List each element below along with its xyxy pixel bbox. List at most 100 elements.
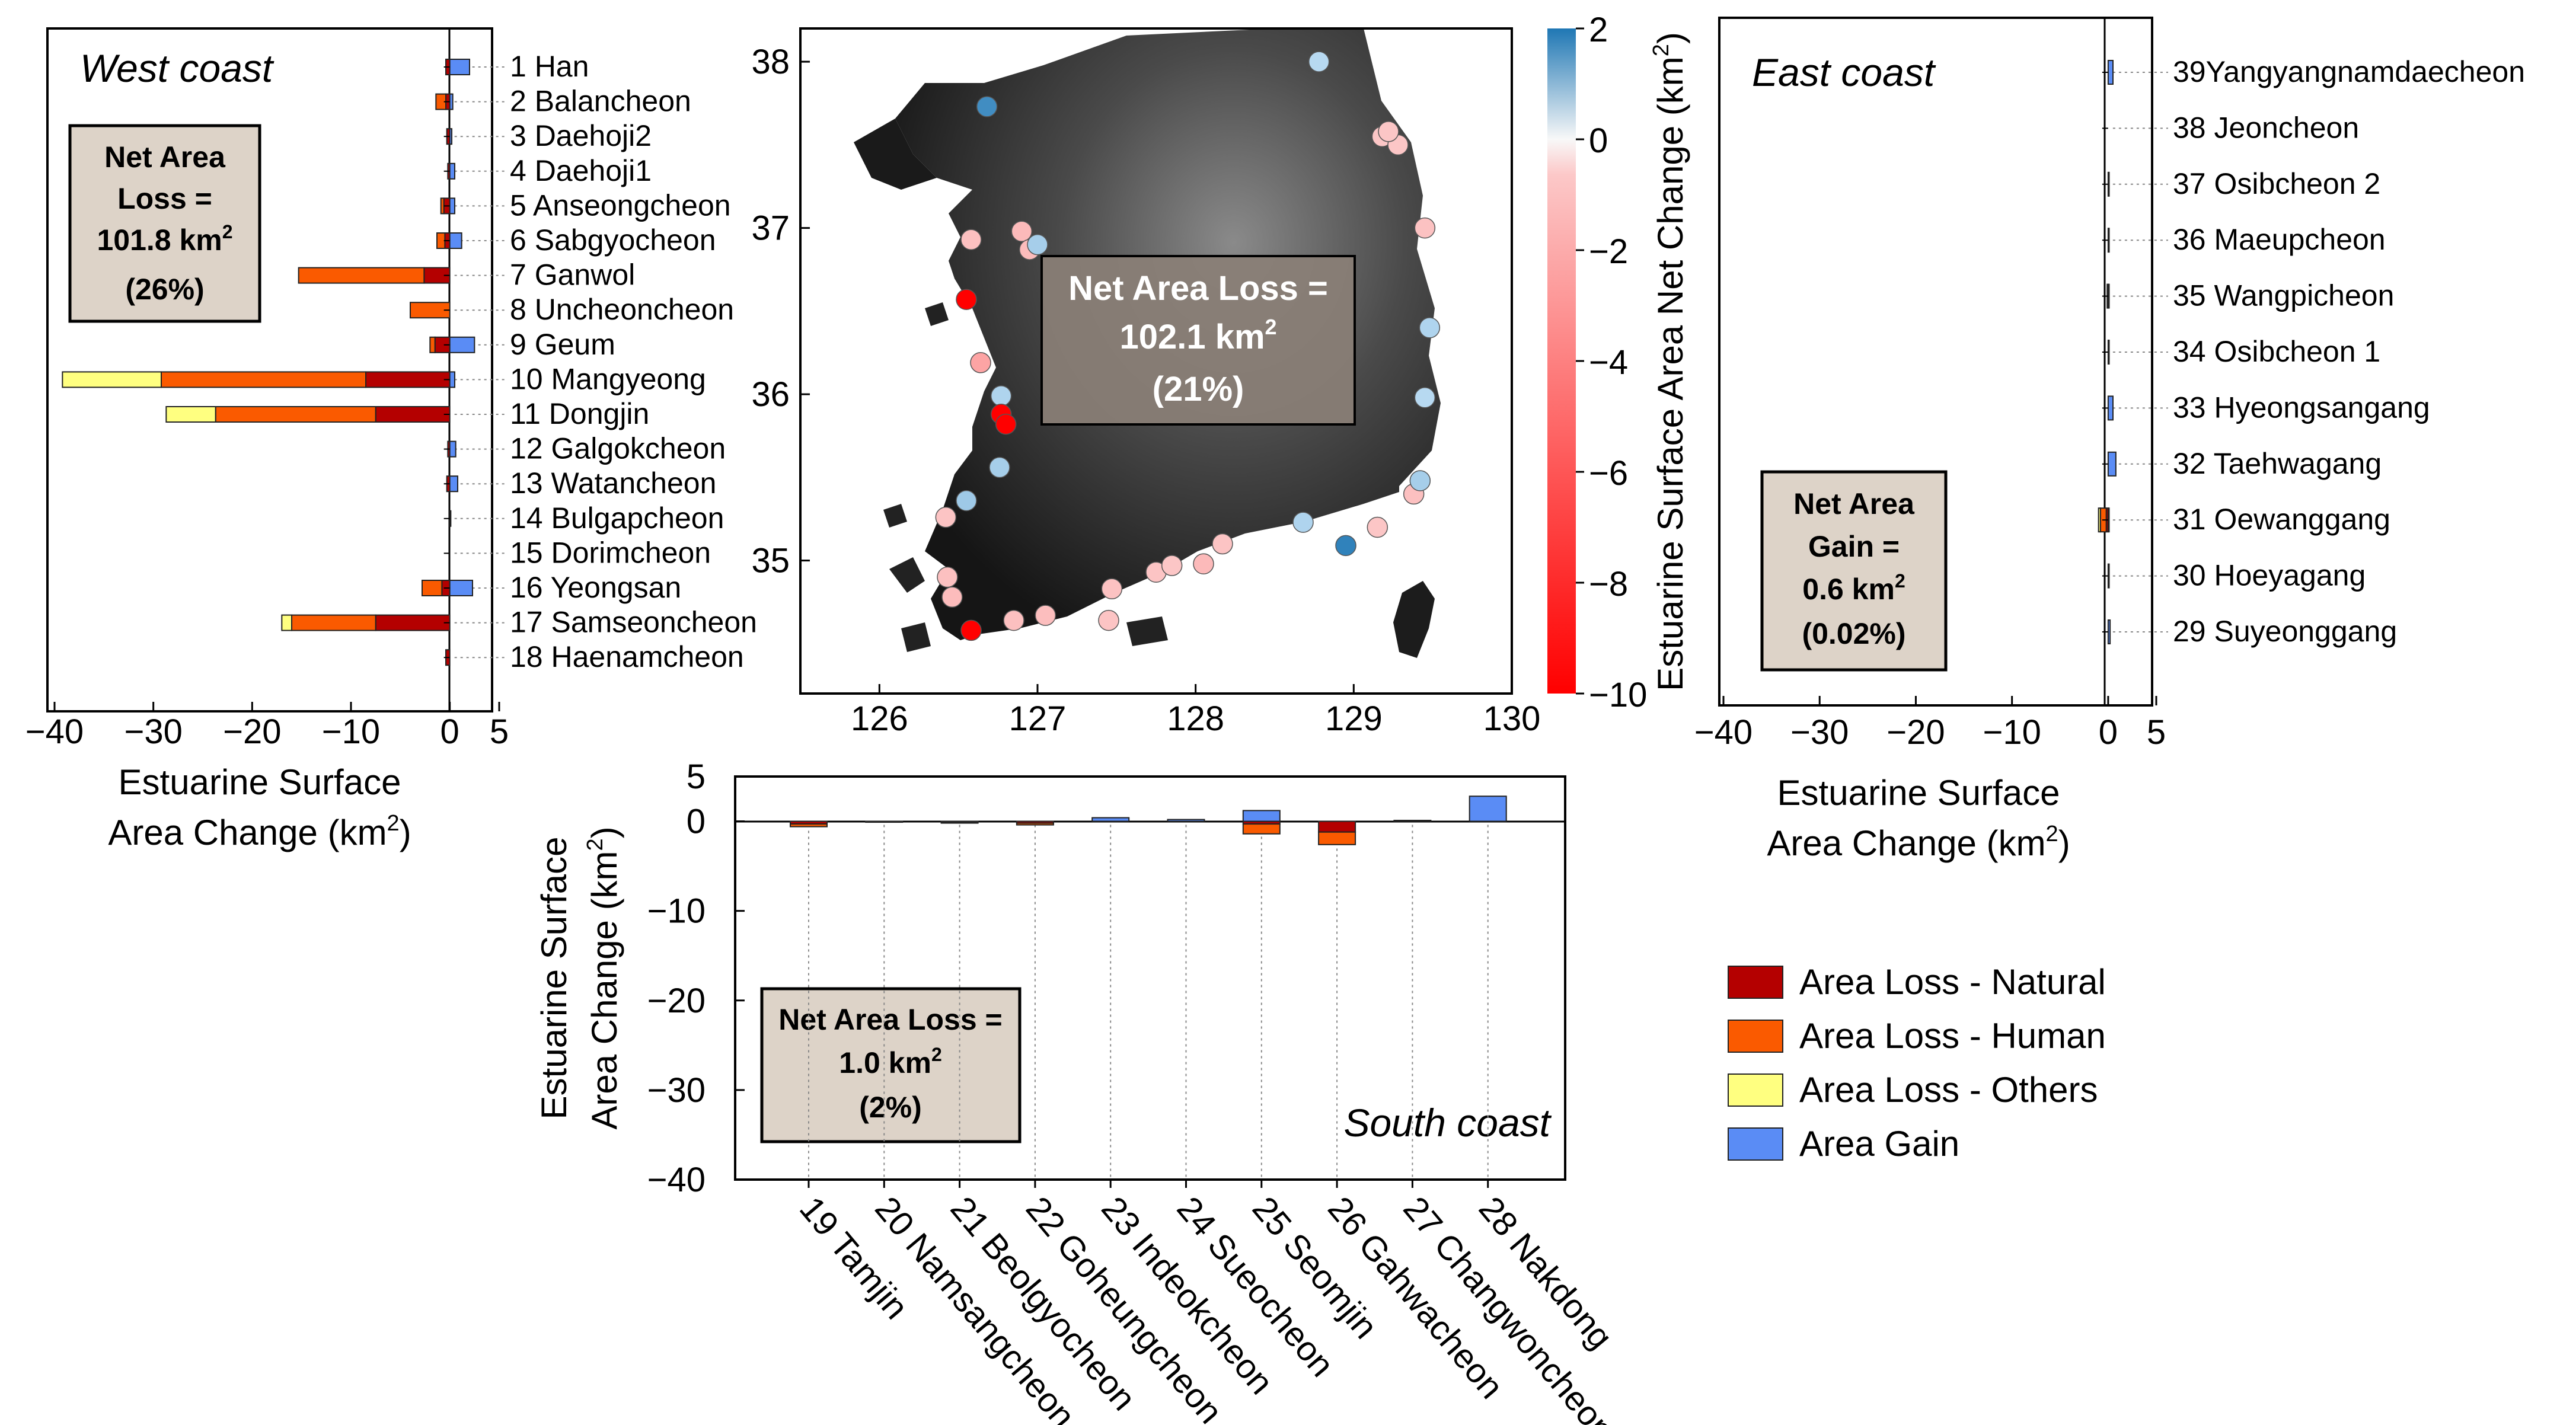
south-bar-23-indeokcheon-area-gain [1091,817,1130,822]
east-label-32-taehwagang: 32 Taehwagang [2173,447,2382,480]
west-label-16-yeongsan: 16 Yeongsan [510,571,681,604]
east-box-value: 0.6 km [1802,573,1895,606]
east-bar-30-hoeyagang-area-gain [2107,563,2110,589]
colorbar [1547,28,1576,694]
west-label-10-mangyeong: 10 Mangyeong [510,362,706,395]
south-coast-chart: South coast Net Area Loss = 1.0 km2 (2%)… [534,758,1622,1425]
island-5 [925,302,949,326]
estuary-point-13 [935,506,957,528]
south-box-sup: 2 [931,1044,942,1065]
east-coast-title: East coast [1752,50,1936,94]
map-xtick-label-130: 130 [1483,699,1541,738]
west-xtick-label-20: −20 [223,712,281,751]
south-bar-24-sueocheon-area-gain [1167,819,1205,822]
estuary-point-18 [1035,605,1056,626]
colorbar-tick-label-4: −4 [1589,343,1628,382]
south-ylabel-sup: 2 [583,838,608,851]
south-bars [790,795,1507,1180]
east-xlabel-line1: Estuarine Surface [1777,773,2060,813]
map-xtick-label-126: 126 [851,699,908,738]
south-ytick-label-10: −10 [647,892,706,931]
east-bar-31-oewanggang-area-gain [2107,507,2110,533]
legend-label-area-gain: Area Gain [1799,1124,1959,1164]
estuary-point-26 [1335,535,1356,557]
west-bar-1-han-area-gain [449,59,471,75]
south-ylabel-end: ) [585,826,624,838]
estuary-point-15 [941,586,963,608]
south-ytick-label-20: −20 [647,982,706,1020]
south-ytick-label-0: 0 [687,803,706,841]
east-box-line2: Gain = [1808,530,1900,563]
west-label-13-watancheon: 13 Watancheon [510,467,716,500]
east-label-30-hoeyagang: 30 Hoeyagang [2173,559,2366,592]
west-coast-chart: West coast Net Area Loss = 101.8 km2 (26… [25,27,757,852]
estuary-point-22 [1161,555,1183,576]
west-box-sup: 2 [222,221,233,242]
west-label-4-daehoji1: 4 Daehoji1 [510,154,652,187]
west-bar-12-galgokcheon-area-gain [449,440,457,458]
west-bar-14-bulgapcheon-area-gain [449,510,452,527]
estuary-point-14 [937,566,958,588]
colorbar-tick-label-6: −6 [1589,454,1628,493]
east-bars: 39Yangyangnamdaecheon 38 Jeoncheon 37 Osib… [2098,55,2525,648]
west-box-value: 101.8 km [97,223,222,257]
estuary-point-11 [989,456,1010,478]
estuary-points [935,51,1441,641]
south-bar-28-nakdong-area-gain [1469,795,1507,822]
east-bar-34-osibcheon-1-area-gain [2107,340,2110,365]
map-axis-ticks: 126 127 128 129 130 35 36 37 38 [751,43,1540,738]
west-bar-9-geum-area-gain [449,336,475,353]
south-bar-25-seomjin-area-gain [1242,810,1281,822]
west-label-5-anseongcheon: 5 Anseongcheon [510,188,731,222]
east-coast-chart: East coast Net Area Gain = 0.6 km2 (0.02… [1694,17,2525,863]
legend-swatch-area-loss-human [1728,1020,1783,1053]
map-box-bg [1040,255,1356,426]
map-xtick-label-129: 129 [1325,699,1383,738]
legend-swatch-area-gain [1728,1127,1783,1161]
east-bar-31-oewanggang-area-loss-others [2098,507,2101,533]
east-xtick-label-0: 0 [2099,713,2118,752]
estuary-point-16 [960,619,982,641]
estuary-point-35 [1378,121,1399,142]
island-1 [889,557,925,593]
colorbar-tick-label-10: −10 [1589,676,1647,714]
west-box-line2: Loss = [117,182,212,215]
map-box-line2: 102.1 km2 [1119,315,1276,356]
island-2 [883,504,907,528]
estuary-point-23 [1193,553,1214,574]
west-label-7-ganwol: 7 Ganwol [510,258,635,292]
map-xtick-label-127: 127 [1009,699,1067,738]
south-ytick-label-5: 5 [687,758,706,796]
west-label-9-geum: 9 Geum [510,328,615,361]
east-label-29-suyeonggang: 29 Suyeonggang [2173,615,2397,648]
map-ytick-label-35: 35 [751,542,790,580]
island-3 [901,622,931,652]
west-net-area-box: Net Area Loss = 101.8 km2 (26%) [68,124,261,323]
west-bar-10-mangyeong-area-loss-natural [365,371,451,388]
west-bar-16-yeongsan-area-loss-human [422,580,443,596]
east-xtick-label-10: −10 [1983,713,2041,752]
west-label-8-uncheoncheon: 8 Uncheoncheon [510,293,734,326]
east-xlabel-sup: 2 [2046,822,2058,846]
west-xtick-label-0: 0 [440,712,459,751]
west-bar-11-dongjin-area-loss-others [165,406,216,423]
estuary-point-6 [956,289,977,310]
south-bar-21-beolgyocheon-area-loss-human [940,822,979,824]
map-box-line1: Net Area Loss = [1068,269,1328,308]
west-bar-5-anseongcheon-area-gain [449,197,456,215]
west-label-1-han: 1 Han [510,50,589,83]
estuary-point-8 [990,385,1012,407]
map-box-sup: 2 [1265,315,1277,339]
east-label-39yangyangnamdaecheon: 39Yangyangnamdaecheon [2173,55,2525,88]
map-ytick-label-38: 38 [751,43,790,81]
east-xtick-label-30: −30 [1790,713,1849,752]
west-bar-11-dongjin-area-loss-human [215,406,376,423]
legend-label-area-loss-human: Area Loss - Human [1799,1016,2106,1056]
west-xtick-label-10: −10 [322,712,380,751]
estuary-point-19 [1098,609,1119,631]
south-ytick-label-40: −40 [647,1161,706,1199]
west-bar-10-mangyeong-area-loss-others [62,371,162,388]
west-bar-9-geum-area-loss-human [429,336,436,353]
legend: Area Loss - Natural Area Loss - Human Area… [1728,962,2106,1164]
south-bar-26-gahwacheon-area-loss-natural [1318,820,1356,833]
